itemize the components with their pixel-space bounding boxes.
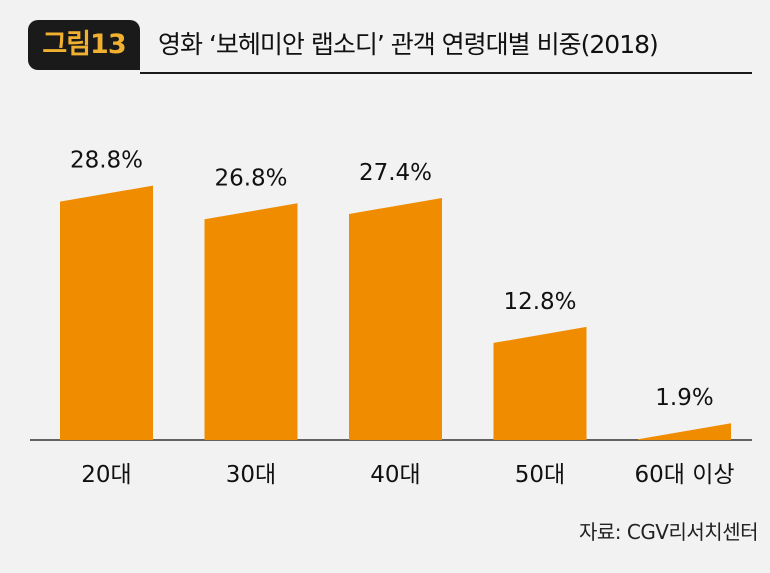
bar-0 — [60, 185, 153, 440]
figure-number-badge: 그림13 — [28, 20, 140, 70]
data-label-1: 26.8% — [214, 165, 287, 191]
chart-title: 영화 ‘보헤미안 랩소디’ 관객 연령대별 비중(2018) — [158, 30, 659, 59]
category-label-3: 50대 — [515, 462, 565, 488]
category-label-2: 40대 — [370, 462, 420, 488]
data-label-3: 12.8% — [503, 289, 576, 315]
bar-4 — [638, 423, 731, 440]
bar-3 — [493, 326, 587, 440]
data-label-2: 27.4% — [359, 160, 432, 186]
bar-2 — [349, 197, 442, 440]
data-label-0: 28.8% — [70, 148, 143, 174]
category-label-0: 20대 — [81, 462, 131, 488]
bar-1 — [204, 203, 298, 440]
category-label-1: 30대 — [226, 462, 276, 488]
title-underline — [140, 72, 752, 74]
data-label-4: 1.9% — [655, 385, 713, 411]
chart-header: 그림13 영화 ‘보헤미안 랩소디’ 관객 연령대별 비중(2018) — [0, 0, 770, 90]
source-note: 자료: CGV리서치센터 — [578, 520, 759, 544]
category-label-4: 60대 이상 — [634, 462, 734, 488]
